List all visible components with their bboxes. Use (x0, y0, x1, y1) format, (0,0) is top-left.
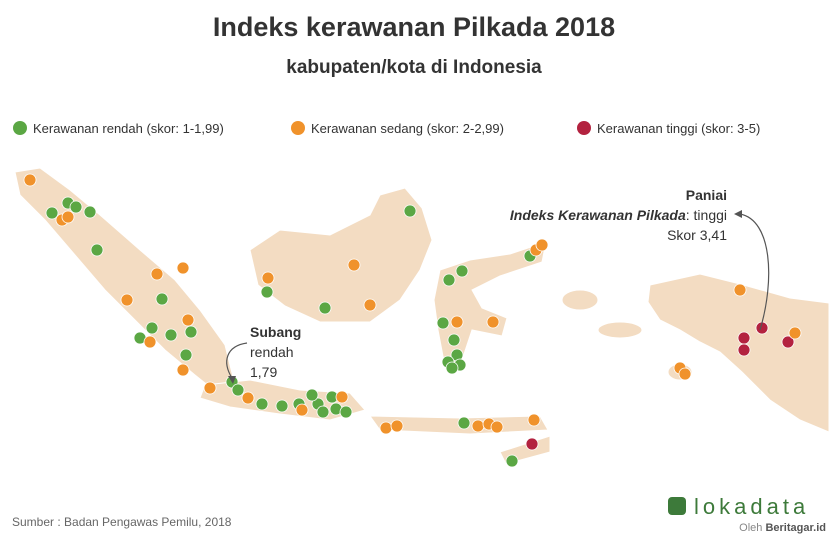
arrowhead (228, 376, 236, 384)
region-dot (255, 397, 269, 411)
region-dot (527, 413, 541, 427)
region-dot (471, 419, 485, 433)
region-dot (678, 367, 692, 381)
region-dot (23, 173, 37, 187)
region-dot (145, 321, 159, 335)
annotation-name: Paniai (686, 187, 727, 203)
region-dot (450, 315, 464, 329)
index-label: Indeks Kerawanan Pilkada (510, 207, 686, 223)
region-dot (733, 283, 747, 297)
annotation-index: Indeks Kerawanan Pilkada: tinggi (510, 207, 727, 223)
region-dot (390, 419, 404, 433)
sumatra (14, 167, 236, 396)
region-dot (505, 454, 519, 468)
region-dot (275, 399, 289, 413)
annotation-level: rendah (250, 344, 294, 360)
maluku (561, 289, 599, 311)
legend-swatch (13, 121, 27, 135)
legend: Kerawanan rendah (skor: 1-1,99) Kerawanan… (13, 121, 760, 136)
region-dot (260, 285, 274, 299)
region-dot (455, 264, 469, 278)
region-dot (737, 343, 751, 357)
region-dot (179, 348, 193, 362)
region-dot (155, 292, 169, 306)
title: Indeks kerawanan Pilkada 2018 (213, 12, 615, 42)
index-level: : tinggi (686, 207, 727, 223)
logo-icon (668, 497, 686, 515)
legend-swatch (291, 121, 305, 135)
region-dot (261, 271, 275, 285)
region-dot (318, 301, 332, 315)
region-dot (69, 200, 83, 214)
annotation-name: Subang (250, 324, 301, 340)
region-dot (737, 331, 751, 345)
region-dot (457, 416, 471, 430)
region-dot (788, 326, 802, 340)
region-dot (150, 267, 164, 281)
region-dot (445, 361, 459, 375)
region-dot (143, 335, 157, 349)
region-dot (347, 258, 361, 272)
maluku (597, 321, 643, 339)
legend-label: Kerawanan tinggi (skor: 3-5) (597, 121, 760, 136)
region-dot (442, 273, 456, 287)
annotation-score: 1,79 (250, 364, 277, 380)
subtitle: kabupaten/kota di Indonesia (286, 57, 542, 78)
legend-label: Kerawanan sedang (skor: 2-2,99) (311, 121, 504, 136)
kalimantan (249, 187, 433, 323)
by: Oleh (739, 522, 765, 534)
arrowhead (734, 210, 742, 218)
region-dot (184, 325, 198, 339)
region-dot (525, 437, 539, 451)
region-dot (61, 210, 75, 224)
annotation-score: Skor 3,41 (667, 227, 727, 243)
region-dot (447, 333, 461, 347)
region-dot (339, 405, 353, 419)
region-dot (436, 316, 450, 330)
region-dot (316, 405, 330, 419)
region-dot (781, 335, 795, 349)
publisher: Beritagar.id (765, 522, 826, 534)
region-dot (120, 293, 134, 307)
region-dot (45, 206, 59, 220)
region-dot (535, 238, 549, 252)
legend-swatch (577, 121, 591, 135)
region-dot (490, 420, 504, 434)
logo-by: Oleh Beritagar.id (739, 522, 826, 534)
region-dot (335, 390, 349, 404)
region-dot (83, 205, 97, 219)
legend-label: Kerawanan rendah (skor: 1-1,99) (33, 121, 224, 136)
region-dot (90, 243, 104, 257)
logo-brand: lokadata (694, 494, 809, 519)
region-dot (363, 298, 377, 312)
region-dot (164, 328, 178, 342)
source: Sumber : Badan Pengawas Pemilu, 2018 (12, 515, 232, 529)
region-dot (241, 391, 255, 405)
region-dot (379, 421, 393, 435)
region-dot (203, 381, 217, 395)
region-dot (305, 388, 319, 402)
arrow (739, 213, 770, 331)
region-dot (486, 315, 500, 329)
dots (23, 173, 802, 468)
region-dot (295, 403, 309, 417)
arrow (226, 342, 248, 379)
region-dot (181, 313, 195, 327)
region-dot (176, 261, 190, 275)
region-dot (403, 204, 417, 218)
region-dot (231, 383, 245, 397)
region-dot (176, 363, 190, 377)
